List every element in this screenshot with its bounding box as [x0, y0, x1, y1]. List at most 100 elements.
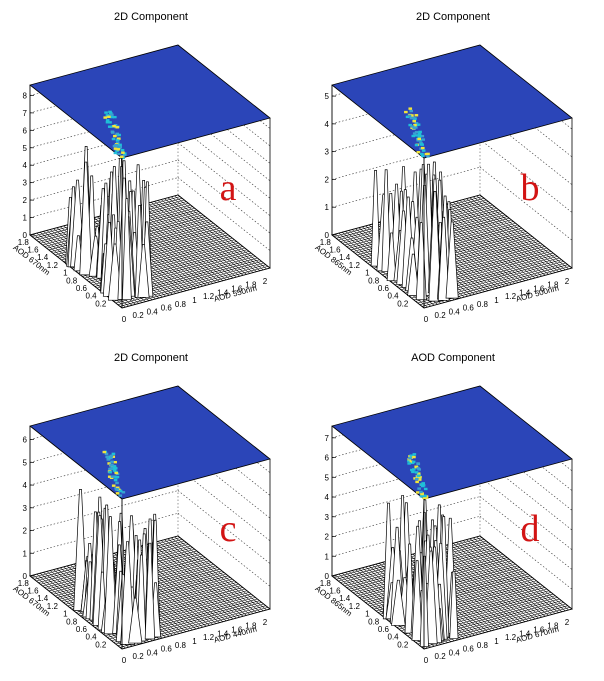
density-cell: [104, 111, 108, 114]
spike: [128, 597, 143, 644]
density-cell: [422, 494, 427, 498]
wall-gridline-left: [29, 142, 179, 183]
y-tick-label: 1.8: [320, 579, 332, 588]
density-cell: [420, 134, 425, 138]
y-tick-label: 1.8: [18, 579, 30, 588]
wall-gridline-left: [29, 490, 179, 531]
panel-letter: b: [521, 167, 540, 209]
z-tick-label: 2: [23, 196, 28, 205]
chart-panel-a: 2D Component 0 1 2 3 4 5 6 7 8 0.2 0.4 0.6 0.8 1 1.2 1.4…: [0, 0, 302, 340]
density-cell: [117, 152, 121, 156]
density-cell: [416, 151, 421, 154]
x-tick-label: 0.2: [435, 652, 447, 661]
wall-gridline-left: [331, 139, 481, 180]
x-tick-label: 1.2: [505, 292, 517, 301]
density-cell: [115, 132, 120, 135]
x-tick-labels: 0 0.2 0.4 0.6 0.8 1 1.2 1.4 1.6 1.8 2: [424, 618, 570, 665]
density-cell: [416, 467, 421, 470]
y-tick-label: 0.4: [86, 292, 98, 301]
mesh-line-y: [340, 542, 489, 583]
mesh-line-x: [150, 202, 244, 276]
y-tick-label: 0.6: [76, 625, 88, 634]
z-tick-label: 2: [325, 533, 330, 542]
density-cell: [111, 137, 116, 141]
y-tick-label: 1.8: [320, 238, 332, 247]
y-tick-label: 1.2: [349, 261, 361, 270]
y-tick-labels: 0.20.40.60.81 1.21.41.61.8: [320, 238, 409, 308]
x-tick-label: 0.6: [161, 645, 173, 654]
density-cell: [105, 455, 109, 459]
wall-gridline-left: [29, 107, 179, 149]
density-cell: [417, 487, 421, 490]
mesh-line-x: [469, 197, 563, 271]
wall-gridline-left: [29, 422, 179, 463]
density-cell: [419, 490, 423, 494]
spike: [411, 560, 423, 641]
mesh-line-x: [154, 542, 247, 616]
y-tick-label: 0.2: [397, 299, 409, 308]
top-color-plane: [331, 44, 573, 159]
z-tick-label: 1: [23, 214, 28, 223]
top-color-plane: [29, 44, 271, 159]
density-cell: [416, 491, 420, 494]
density-cell: [414, 471, 419, 474]
x-tick-label: 0.8: [477, 641, 489, 650]
spike: [391, 579, 406, 626]
x-tick-label: 0.2: [133, 311, 145, 320]
x-tick-label: 0: [424, 656, 429, 665]
z-tick-label: 5: [325, 92, 330, 101]
mesh-line-x: [452, 543, 546, 617]
x-tick-label: 1: [494, 637, 499, 646]
wall-gridline-left: [29, 124, 179, 166]
density-cell: [414, 134, 418, 137]
density-cell: [111, 455, 116, 458]
density-cell: [112, 144, 117, 148]
mesh-line-x: [436, 206, 529, 281]
x-tick-label: 0.8: [175, 641, 187, 650]
wall-gridline-left: [331, 437, 481, 478]
z-tick-label: 4: [23, 161, 28, 170]
spike-peaks: [65, 146, 154, 301]
panel-letter: a: [220, 167, 237, 209]
z-tick-label: 1: [325, 552, 330, 561]
density-cell: [107, 462, 111, 465]
density-cell: [412, 468, 416, 471]
z-tick-label: 7: [325, 434, 330, 443]
density-cell: [417, 478, 422, 481]
x-tick-labels: 0 0.2 0.4 0.6 0.8 1 1.2 1.4 1.6 1.8 2: [122, 618, 268, 665]
density-cell: [111, 484, 116, 487]
wall-gridline-left: [331, 456, 481, 498]
density-cell: [421, 484, 425, 488]
density-cell: [416, 139, 421, 142]
density-cell: [414, 122, 419, 125]
mesh-line-x: [171, 537, 264, 612]
wall-gridline-left: [331, 166, 481, 208]
x-tick-label: 0.2: [133, 652, 145, 661]
mesh-line-x: [442, 545, 536, 620]
density-cell: [418, 130, 422, 134]
density-cell: [421, 482, 426, 485]
z-tick-label: 7: [23, 109, 28, 118]
density-cell: [414, 114, 419, 117]
panel-letter: c: [220, 508, 237, 550]
mesh-line-x: [452, 202, 546, 276]
lego-plot-a: 2D Component0123456780.20.40.60.811.21.4…: [11, 11, 271, 324]
wall-gridline-left: [29, 90, 179, 131]
y-tick-label: 0.4: [86, 633, 98, 642]
density-cell: [409, 460, 414, 463]
x-tick-label: 1.4: [519, 629, 531, 638]
mesh-line-x: [459, 200, 552, 274]
mesh-line-x: [473, 196, 566, 271]
x-tick-label: 1.8: [245, 622, 257, 631]
density-cell: [108, 471, 112, 474]
x-tick-label: 1.6: [231, 285, 243, 294]
z-tick-labels: 0 1 2 3 4 5 6 7 8: [23, 91, 34, 240]
mesh-line-x: [167, 538, 261, 612]
mesh-line-x: [157, 200, 250, 274]
density-cell: [109, 476, 114, 480]
density-cell: [407, 459, 411, 463]
y-tick-label: 1.2: [349, 602, 361, 611]
y-tick-label: 1.2: [47, 602, 59, 611]
x-tick-label: 1: [192, 637, 197, 646]
y-tick-label: 0.8: [368, 617, 380, 626]
